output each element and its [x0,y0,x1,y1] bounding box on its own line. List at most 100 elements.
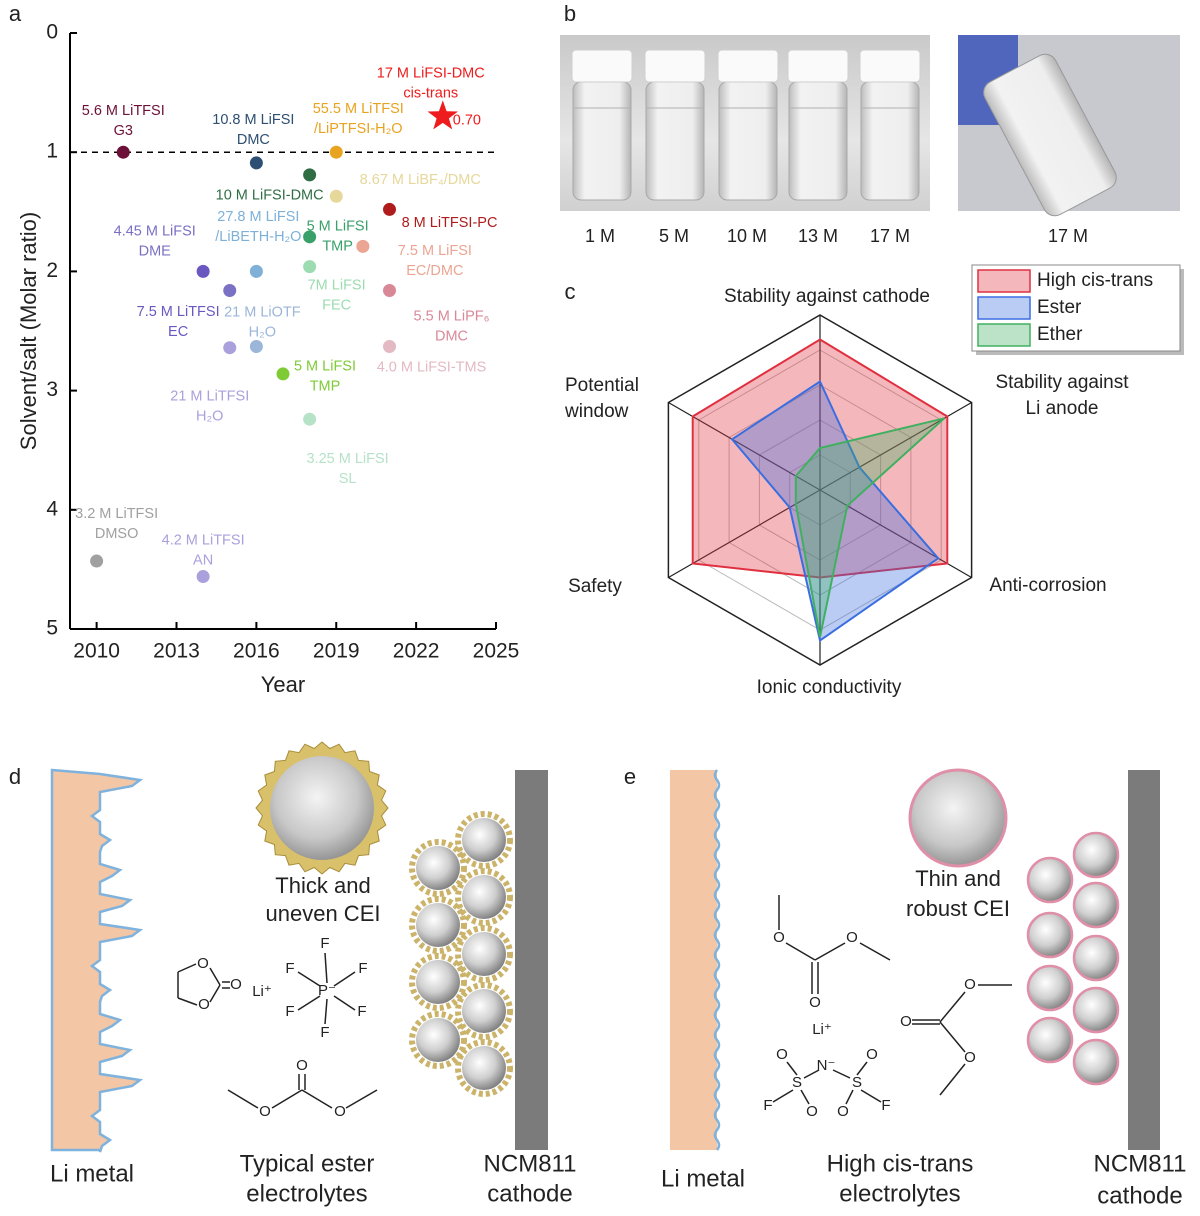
atom-label: P⁻ [318,982,336,999]
atom-label: O [198,996,210,1013]
bond [856,1061,868,1076]
atom-label: F [320,1024,329,1041]
bond [333,995,356,1011]
point [249,339,263,353]
vial-cap [571,49,633,83]
caption: Thick and [275,873,370,898]
sample-label: 17 M [1048,226,1088,246]
particle-cei [455,925,513,983]
particle-cei [455,1039,513,1097]
particle [462,875,506,919]
bond [860,1089,882,1103]
atom-label: F [285,960,294,977]
point-label: EC/DMC [406,263,463,279]
atom-label: O [296,1057,308,1074]
particle [1072,986,1120,1034]
point-label: 3.25 M LiFSI [307,451,389,467]
point [383,339,396,353]
legend-swatch [977,296,1031,320]
x-tick-label: 2025 [473,640,520,663]
legend-box [971,264,1181,352]
panel-label: c [565,279,576,304]
bond [814,942,846,961]
atom-label: O [837,1103,849,1120]
radar-area [691,338,949,579]
vial-glass [572,81,632,201]
particle-cei [409,953,467,1011]
point-label: SL [339,471,357,487]
atom-label: O [773,929,785,946]
bond [800,1089,810,1105]
point-label: 21 M LiOTF [224,304,301,320]
point-label: TMP [310,379,341,395]
particle-cei [455,982,513,1040]
radar-area [794,417,945,638]
particle-cei [455,811,513,869]
point [196,570,210,584]
particle [462,989,506,1033]
point-label: 55.5 M LiTFSI [313,101,404,117]
atom-label: F [881,1097,890,1114]
point-label: DMSO [95,526,139,542]
point [329,145,343,159]
atom-label: O [866,1046,878,1063]
atom-label: O [809,994,821,1011]
point [303,412,317,426]
point-label: 5.5 M LiPF₆ [414,308,490,324]
legend-swatch [977,269,1031,293]
particle [416,960,460,1004]
bond [772,1089,794,1103]
panel-label: d [9,764,21,789]
point [223,283,237,297]
particle [1026,911,1074,959]
x-tick-label: 2010 [73,640,120,663]
axis-label: Stability against cathode [724,286,930,307]
point-label: DMC [435,328,468,344]
particle [416,903,460,947]
panel-label: b [564,1,576,26]
atom-label: Li⁺ [812,1021,832,1038]
bond [227,1089,259,1109]
particle [1026,856,1074,904]
point [303,230,317,244]
atom-label: F [357,1003,366,1020]
caption: NCM811 [484,1150,577,1177]
atom-label: O [964,976,976,993]
caption: High cis-trans [827,1150,974,1177]
atom-label: O [259,1103,271,1120]
atom-label: O [846,929,858,946]
point-label: 21 M LiTFSI [170,389,249,405]
atom-label: O [900,1013,912,1030]
particle-cei [409,1011,467,1069]
bond [177,997,198,1006]
bond [832,1069,851,1079]
atom-label: F [358,960,367,977]
caption: uneven CEI [266,901,381,926]
particle [462,818,506,862]
point-label: 4.0 M LiFSI-TMS [377,359,487,375]
particle [416,1018,460,1062]
caption: electrolytes [839,1180,960,1207]
axis-label: Anti-corrosion [989,575,1106,596]
atom-label: O [197,955,209,972]
point [329,189,343,203]
star-point [427,100,458,130]
point-label: 4.45 M LiFSI [114,223,196,239]
vial-cap [717,49,779,83]
axis-label: Ionic conductivity [757,677,902,698]
sample-label: 10 M [727,226,767,246]
caption: robust CEI [906,896,1010,921]
vial-cap [787,49,849,83]
x-tick-label: 2019 [313,640,360,663]
caption: NCM811 [1094,1150,1187,1177]
vial-glass [645,81,705,201]
bond [785,942,816,961]
bond [803,1069,820,1079]
cathode-current-collector [515,770,548,1150]
point [276,367,290,381]
point [249,264,263,278]
bond [786,1061,798,1076]
y-axis-title: Solvent/salt (Molar ratio) [16,212,41,450]
axis-label: Li anode [1026,398,1099,419]
bond [297,995,321,1011]
